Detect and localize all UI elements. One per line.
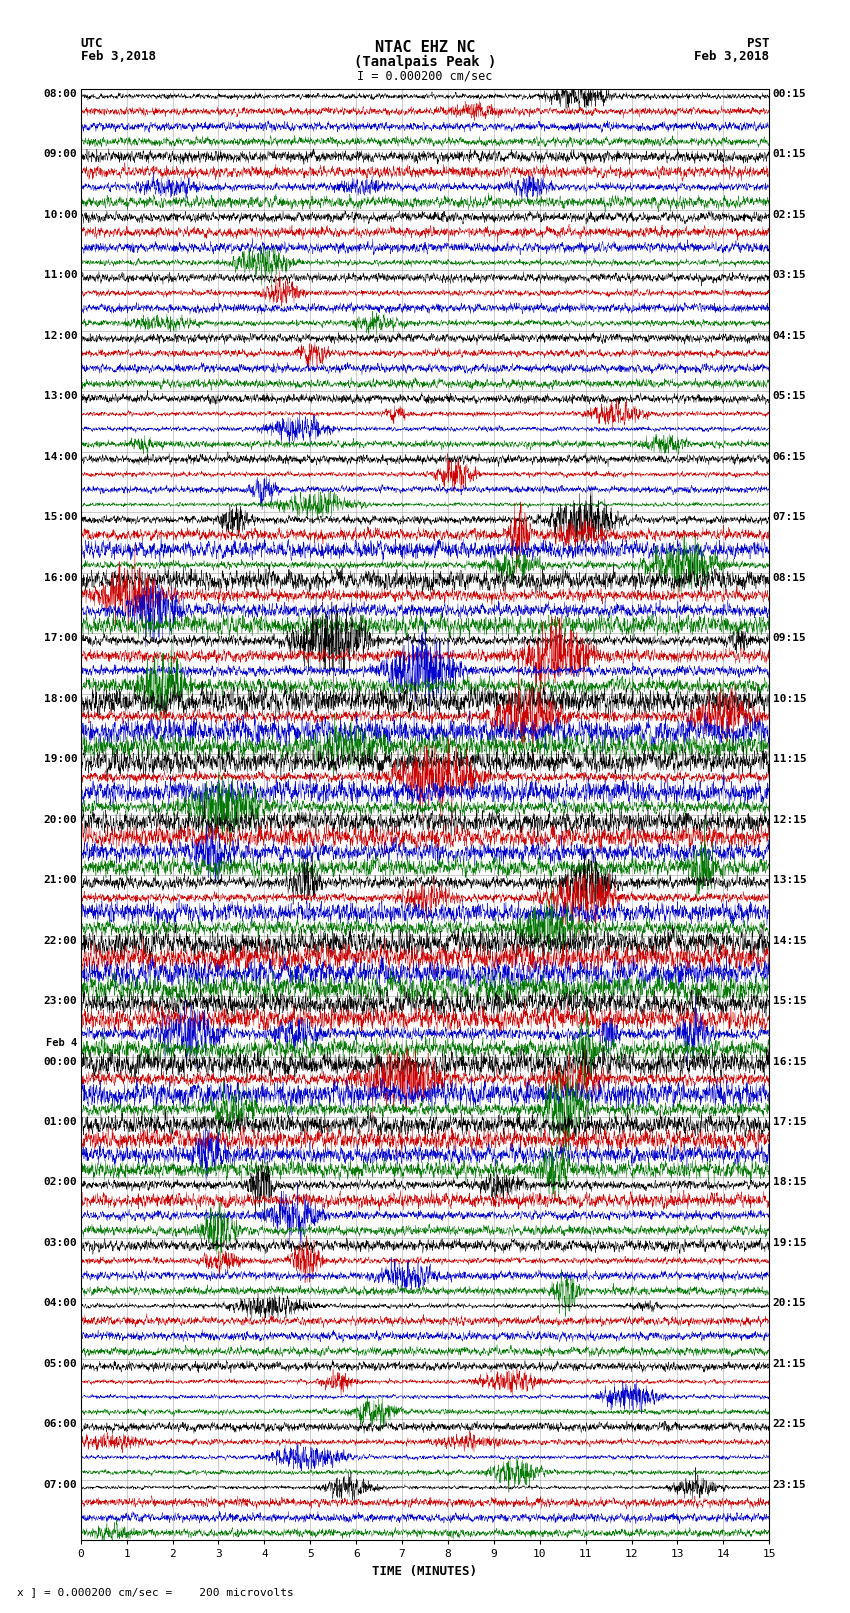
Text: 04:00: 04:00 <box>43 1298 77 1308</box>
Text: 06:00: 06:00 <box>43 1419 77 1429</box>
Text: 21:15: 21:15 <box>773 1358 807 1369</box>
Text: Feb 3,2018: Feb 3,2018 <box>694 50 769 63</box>
Text: PST: PST <box>747 37 769 50</box>
Text: 19:15: 19:15 <box>773 1239 807 1248</box>
Text: 16:00: 16:00 <box>43 573 77 582</box>
Text: NTAC EHZ NC: NTAC EHZ NC <box>375 40 475 55</box>
Text: 03:00: 03:00 <box>43 1239 77 1248</box>
Text: 10:00: 10:00 <box>43 210 77 219</box>
Text: 03:15: 03:15 <box>773 271 807 281</box>
Text: 10:15: 10:15 <box>773 694 807 703</box>
Text: 18:00: 18:00 <box>43 694 77 703</box>
Text: 04:15: 04:15 <box>773 331 807 340</box>
Text: 13:15: 13:15 <box>773 876 807 886</box>
Text: 13:00: 13:00 <box>43 392 77 402</box>
Text: 20:00: 20:00 <box>43 815 77 824</box>
Text: 15:15: 15:15 <box>773 997 807 1007</box>
Text: 15:00: 15:00 <box>43 513 77 523</box>
Text: 09:15: 09:15 <box>773 632 807 644</box>
Text: UTC: UTC <box>81 37 103 50</box>
Text: (Tanalpais Peak ): (Tanalpais Peak ) <box>354 55 496 69</box>
Text: 21:00: 21:00 <box>43 876 77 886</box>
Text: 20:15: 20:15 <box>773 1298 807 1308</box>
Text: Feb 3,2018: Feb 3,2018 <box>81 50 156 63</box>
Text: 18:15: 18:15 <box>773 1177 807 1187</box>
Text: 23:00: 23:00 <box>43 997 77 1007</box>
Text: 00:00: 00:00 <box>43 1057 77 1066</box>
Text: 02:00: 02:00 <box>43 1177 77 1187</box>
Text: 11:00: 11:00 <box>43 271 77 281</box>
Text: I = 0.000200 cm/sec: I = 0.000200 cm/sec <box>357 69 493 82</box>
Text: 19:00: 19:00 <box>43 755 77 765</box>
Text: 16:15: 16:15 <box>773 1057 807 1066</box>
Text: 08:00: 08:00 <box>43 89 77 98</box>
Text: 07:00: 07:00 <box>43 1481 77 1490</box>
Text: 17:00: 17:00 <box>43 632 77 644</box>
Text: 22:00: 22:00 <box>43 936 77 945</box>
Text: 11:15: 11:15 <box>773 755 807 765</box>
Text: Feb 4: Feb 4 <box>46 1039 77 1048</box>
Text: 12:15: 12:15 <box>773 815 807 824</box>
Text: 05:15: 05:15 <box>773 392 807 402</box>
Text: 23:15: 23:15 <box>773 1481 807 1490</box>
Text: 01:00: 01:00 <box>43 1116 77 1127</box>
Text: 06:15: 06:15 <box>773 452 807 461</box>
Text: 00:15: 00:15 <box>773 89 807 98</box>
Text: x ] = 0.000200 cm/sec =    200 microvolts: x ] = 0.000200 cm/sec = 200 microvolts <box>17 1587 294 1597</box>
Text: 14:15: 14:15 <box>773 936 807 945</box>
Text: 02:15: 02:15 <box>773 210 807 219</box>
X-axis label: TIME (MINUTES): TIME (MINUTES) <box>372 1565 478 1578</box>
Text: 09:00: 09:00 <box>43 150 77 160</box>
Text: 05:00: 05:00 <box>43 1358 77 1369</box>
Text: 08:15: 08:15 <box>773 573 807 582</box>
Text: 01:15: 01:15 <box>773 150 807 160</box>
Text: 17:15: 17:15 <box>773 1116 807 1127</box>
Text: 07:15: 07:15 <box>773 513 807 523</box>
Text: 12:00: 12:00 <box>43 331 77 340</box>
Text: 22:15: 22:15 <box>773 1419 807 1429</box>
Text: 14:00: 14:00 <box>43 452 77 461</box>
